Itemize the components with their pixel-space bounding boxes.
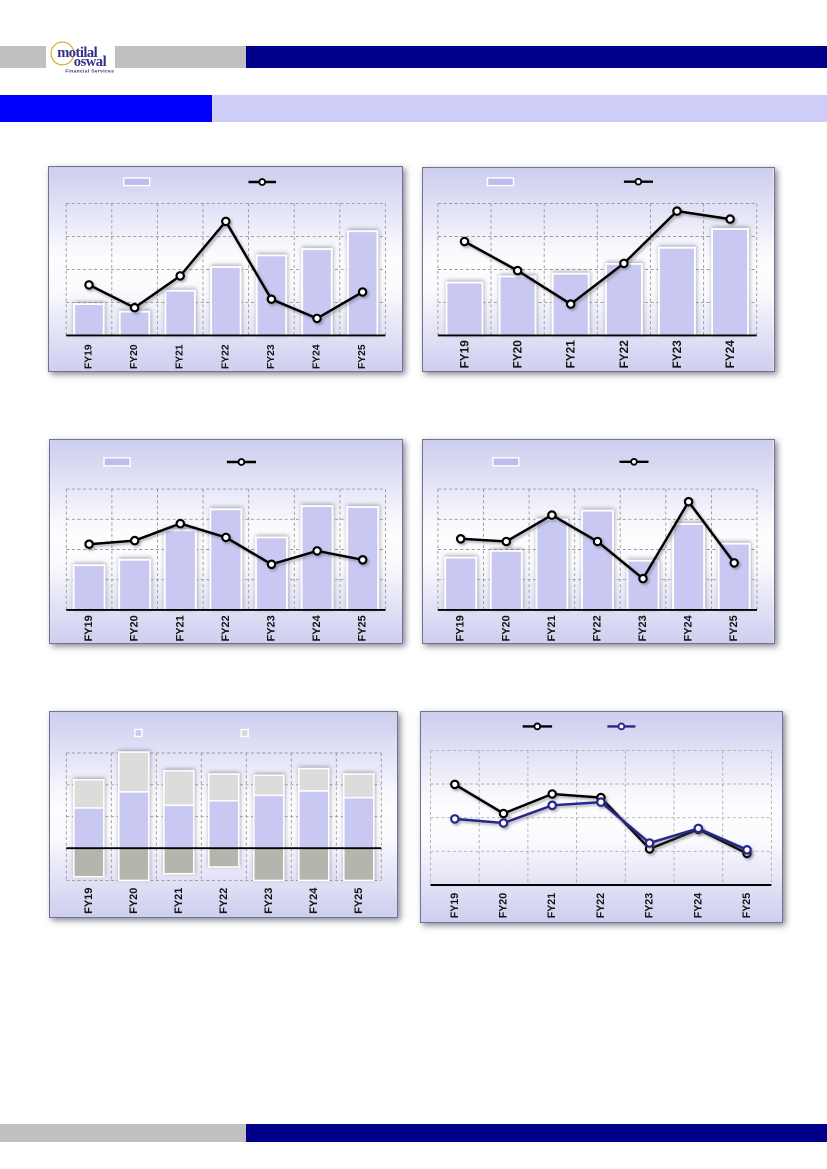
svg-text:FY24: FY24 — [723, 340, 737, 369]
svg-text:FY22: FY22 — [595, 893, 607, 918]
svg-text:FY25: FY25 — [741, 893, 753, 918]
svg-text:FY23: FY23 — [644, 893, 656, 918]
svg-text:FY21: FY21 — [175, 344, 186, 369]
svg-text:FY22: FY22 — [220, 615, 232, 641]
svg-text:FY25: FY25 — [357, 615, 369, 641]
svg-text:FY24: FY24 — [311, 614, 323, 641]
svg-text:FY19: FY19 — [83, 615, 95, 641]
svg-text:FY23: FY23 — [263, 888, 275, 914]
svg-text:motilal: motilal — [57, 45, 97, 61]
svg-text:FY24: FY24 — [683, 614, 695, 641]
svg-text:FY21: FY21 — [173, 888, 185, 914]
svg-text:FY20: FY20 — [511, 340, 525, 369]
svg-text:FY19: FY19 — [83, 888, 95, 914]
svg-text:FY19: FY19 — [84, 344, 95, 369]
svg-text:FY25: FY25 — [353, 888, 365, 914]
svg-text:FY20: FY20 — [129, 344, 140, 369]
svg-text:FY24: FY24 — [312, 344, 323, 369]
svg-text:FY20: FY20 — [128, 888, 140, 914]
svg-text:FY20: FY20 — [498, 893, 510, 918]
svg-text:FY20: FY20 — [129, 615, 141, 641]
svg-text:FY21: FY21 — [546, 893, 558, 918]
svg-text:FY19: FY19 — [449, 893, 461, 918]
svg-text:FY21: FY21 — [564, 340, 578, 369]
svg-text:FY22: FY22 — [218, 888, 230, 914]
svg-text:FY20: FY20 — [500, 615, 512, 641]
svg-text:oswal: oswal — [74, 54, 107, 70]
svg-text:FY24: FY24 — [692, 893, 704, 918]
svg-text:FY23: FY23 — [637, 615, 649, 641]
svg-text:FY22: FY22 — [220, 344, 231, 369]
svg-text:FY21: FY21 — [546, 615, 558, 641]
svg-text:FY22: FY22 — [592, 615, 604, 641]
svg-text:FY19: FY19 — [455, 615, 467, 641]
svg-text:FY19: FY19 — [458, 340, 472, 369]
svg-text:FY25: FY25 — [357, 344, 368, 369]
svg-text:FY23: FY23 — [266, 344, 277, 369]
svg-text:Financial Services: Financial Services — [65, 68, 114, 74]
svg-text:FY21: FY21 — [174, 615, 186, 641]
svg-text:FY24: FY24 — [308, 887, 320, 914]
svg-text:FY23: FY23 — [266, 615, 278, 641]
svg-text:FY23: FY23 — [670, 340, 684, 369]
svg-text:FY22: FY22 — [617, 340, 631, 369]
svg-text:FY25: FY25 — [728, 615, 740, 641]
